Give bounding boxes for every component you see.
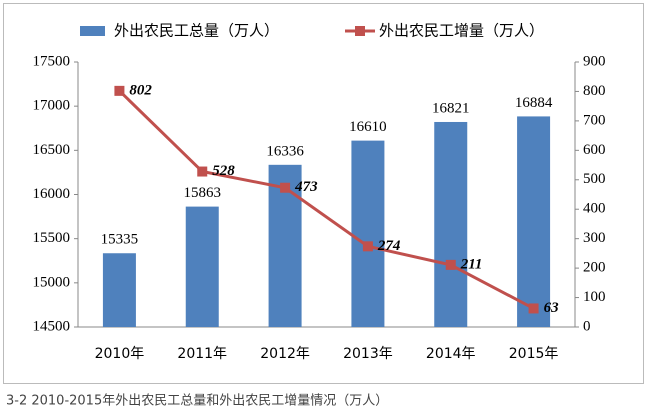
- y2-tick-label: 900: [583, 53, 606, 69]
- y2-tick-label: 300: [583, 230, 606, 246]
- y-tick-label: 17500: [33, 53, 71, 69]
- y2-tick-label: 500: [583, 171, 606, 187]
- y2-tick-label: 0: [583, 318, 591, 334]
- bar-value-label: 15335: [101, 232, 139, 248]
- bar: [102, 253, 136, 327]
- legend-label: 外出农民工总量（万人）: [114, 22, 279, 40]
- x-tick-label: 2012年: [260, 346, 310, 362]
- legend-swatch: [80, 26, 105, 36]
- y-tick-label: 16000: [33, 186, 71, 202]
- line: [118, 89, 535, 310]
- y2-tick-label: 700: [583, 112, 606, 128]
- x-tick-label: 2013年: [343, 346, 393, 362]
- line-value-label: 63: [544, 300, 560, 316]
- line-value-label: 473: [294, 179, 318, 195]
- bar-value-label: 16821: [432, 100, 470, 116]
- line-marker: [445, 259, 456, 270]
- bar-value-label: 16884: [515, 95, 553, 111]
- bar-value-label: 16610: [349, 119, 387, 135]
- bar-value-label: 15863: [184, 185, 222, 201]
- line-marker: [114, 85, 125, 96]
- line-marker: [280, 182, 291, 193]
- bar-value-label: 16336: [266, 143, 304, 159]
- bar: [517, 116, 551, 327]
- line-value-label: 802: [129, 82, 152, 98]
- y2-tick-label: 600: [583, 142, 606, 158]
- bar: [434, 121, 468, 327]
- legend-swatch-marker: [355, 26, 365, 36]
- y2-tick-label: 800: [583, 83, 606, 99]
- y2-tick-label: 100: [583, 289, 606, 305]
- line-value-label: 274: [377, 238, 401, 254]
- x-tick-label: 2011年: [177, 346, 227, 362]
- legend-label: 外出农民工增量（万人）: [379, 22, 544, 40]
- y-tick-label: 17000: [33, 98, 71, 114]
- y-tick-label: 14500: [33, 318, 71, 334]
- y-tick-label: 16500: [33, 142, 71, 158]
- y-tick-label: 15000: [33, 274, 71, 290]
- line-marker: [528, 303, 539, 314]
- y2-tick-label: 400: [583, 201, 606, 217]
- caption: 3-2 2010-2015年外出农民工总量和外出农民工增量情况（万人）: [6, 394, 388, 409]
- y2-tick-label: 200: [583, 260, 606, 276]
- x-tick-label: 2010年: [95, 346, 145, 362]
- line-marker: [362, 241, 373, 252]
- bar: [185, 206, 219, 327]
- x-tick-label: 2014年: [426, 346, 476, 362]
- bar: [351, 140, 385, 327]
- x-tick-label: 2015年: [509, 346, 559, 362]
- line-value-label: 528: [212, 163, 235, 179]
- y-tick-label: 15500: [33, 230, 71, 246]
- line-marker: [197, 166, 208, 177]
- line-value-label: 211: [460, 256, 483, 272]
